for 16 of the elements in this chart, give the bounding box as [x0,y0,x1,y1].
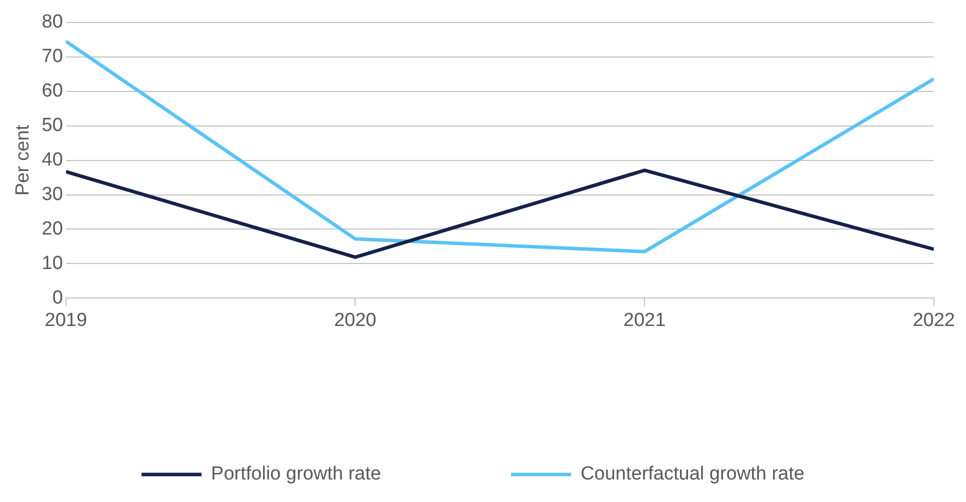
x-tick-label: 2020 [334,310,376,331]
y-tick-label: 20 [42,218,63,240]
y-tick-label: 80 [42,12,63,33]
y-tick-label: 0 [52,287,63,308]
y-tick-label: 50 [42,115,63,136]
y-tick-label: 70 [42,46,63,68]
x-tick-label: 2021 [623,310,666,331]
legend-label: Counterfactual growth rate [580,464,804,485]
y-tick-label: 30 [42,184,63,206]
legend-label: Portfolio growth rate [211,464,382,485]
x-tick-label: 2019 [44,310,88,331]
y-axis-title: Per cent [12,124,34,196]
y-tick-label: 10 [42,252,63,274]
y-tick-label: 40 [42,150,63,171]
x-tick-label: 2022 [912,310,956,331]
y-tick-label: 60 [42,80,63,102]
